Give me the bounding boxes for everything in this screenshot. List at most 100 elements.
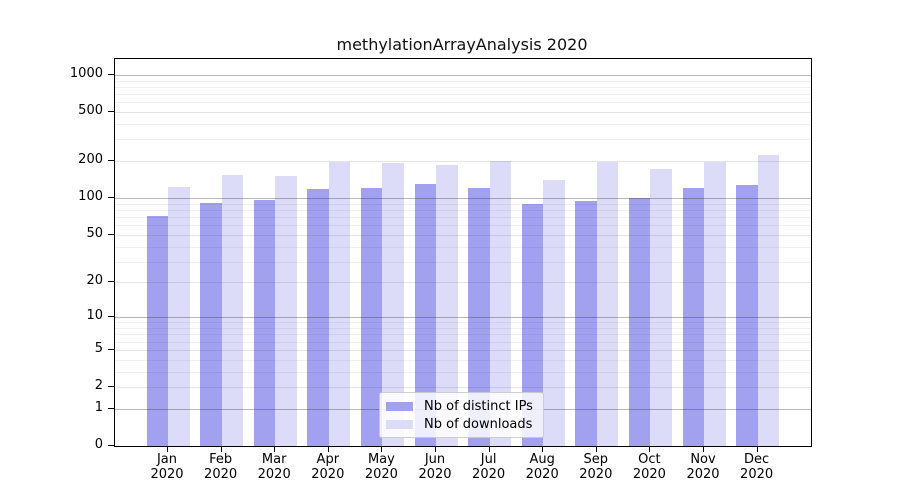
x-tick-label-jan: Jan 2020: [150, 452, 184, 482]
gridline-70: [115, 217, 811, 218]
bar-ips-aug: [521, 204, 544, 446]
y-tick-10: [108, 316, 114, 318]
gridline-60: [115, 225, 811, 227]
y-tick-200: [108, 160, 114, 162]
y-tick-label-100: 100: [78, 189, 103, 205]
bar-downloads-aug: [543, 180, 565, 446]
y-tick-1000: [108, 73, 114, 75]
x-tick-nov: [703, 446, 704, 452]
y-tick-20: [108, 281, 114, 283]
x-tick-jun: [435, 446, 436, 452]
bar-ips-may: [360, 187, 383, 446]
x-tick-feb: [220, 446, 222, 452]
gridline-40: [115, 246, 811, 248]
bar-ips-mar: [253, 199, 276, 446]
gridline-80: [115, 209, 811, 211]
gridline-900: [115, 80, 811, 82]
x-tick-label-mar: Mar 2020: [257, 452, 291, 482]
x-tick-aug: [542, 446, 544, 452]
y-tick-label-1000: 1000: [69, 65, 103, 81]
gridline-7: [115, 334, 811, 336]
gridline-6: [115, 341, 811, 343]
gridline-1000: [115, 74, 811, 76]
bar-downloads-apr: [328, 162, 351, 446]
gridline-9: [115, 322, 811, 324]
y-tick-2: [108, 386, 114, 387]
bar-ips-sep: [575, 201, 597, 446]
x-tick-label-aug: Aug 2020: [525, 452, 559, 482]
gridline-5: [115, 349, 811, 351]
gridline-600: [115, 102, 811, 104]
y-tick-label-1: 1: [94, 399, 103, 415]
legend-swatch-distinct-ips: [386, 401, 413, 411]
bar-ips-jan: [146, 216, 168, 446]
y-tick-0: [108, 445, 114, 446]
x-tick-may: [381, 446, 383, 452]
x-tick-label-nov: Nov 2020: [686, 452, 720, 482]
gridline-20: [115, 282, 811, 284]
legend-swatch-downloads: [386, 419, 413, 429]
bar-ips-feb: [200, 202, 222, 446]
bar-ips-oct: [628, 197, 651, 446]
gridline-400: [115, 124, 811, 125]
y-tick-50: [108, 233, 114, 235]
x-tick-jan: [167, 446, 168, 452]
x-tick-label-jun: Jun 2020: [418, 452, 452, 482]
gridline-90: [115, 203, 811, 205]
bar-downloads-feb: [221, 175, 244, 446]
gridline-800: [115, 86, 811, 88]
x-tick-label-sep: Sep 2020: [579, 452, 613, 482]
bar-downloads-mar: [275, 176, 297, 446]
bar-ips-dec: [736, 184, 758, 446]
legend-entry-distinct-ips: Nb of distinct IPs: [386, 397, 533, 415]
legend: Nb of distinct IPs Nb of downloads: [379, 392, 544, 438]
gridline-30: [115, 261, 811, 263]
x-tick-dec: [756, 446, 758, 452]
bar-ips-apr: [307, 188, 329, 446]
plot-area: Nb of distinct IPs Nb of downloads: [114, 58, 812, 447]
bar-ips-jul: [468, 187, 490, 446]
bar-ips-nov: [682, 188, 704, 446]
y-tick-100: [108, 197, 114, 199]
gridline-100: [115, 198, 811, 200]
legend-label-downloads: Nb of downloads: [424, 416, 533, 432]
y-tick-label-500: 500: [78, 103, 103, 118]
gridline-8: [115, 328, 811, 329]
gridline-200: [115, 161, 811, 163]
y-tick-500: [108, 111, 114, 112]
y-tick-label-0: 0: [94, 437, 103, 452]
gridline-3: [115, 371, 811, 373]
gridline-50: [115, 234, 811, 236]
x-tick-label-may: May 2020: [364, 452, 398, 482]
gridline-300: [115, 139, 811, 141]
y-tick-label-2: 2: [94, 378, 103, 393]
x-tick-sep: [595, 446, 597, 452]
x-tick-label-oct: Oct 2020: [632, 452, 666, 482]
bar-downloads-nov: [704, 162, 726, 446]
y-tick-label-20: 20: [86, 273, 103, 289]
x-tick-label-dec: Dec 2020: [740, 452, 774, 482]
gridline-500: [115, 112, 811, 113]
bar-downloads-jan: [168, 187, 190, 446]
y-tick-label-50: 50: [86, 225, 103, 241]
gridline-700: [115, 94, 811, 95]
y-tick-1: [108, 407, 114, 409]
bar-ips-jun: [414, 184, 436, 446]
bar-downloads-jul: [489, 161, 512, 446]
chart-title: methylationArrayAnalysis 2020: [336, 35, 588, 54]
bar-downloads-jun: [436, 164, 458, 446]
x-tick-apr: [327, 446, 329, 452]
bar-downloads-oct: [650, 169, 672, 446]
bar-downloads-may: [382, 163, 404, 446]
y-tick-label-5: 5: [94, 340, 103, 356]
x-tick-label-feb: Feb 2020: [204, 452, 238, 482]
y-tick-label-10: 10: [86, 308, 103, 324]
gridline-4: [115, 359, 811, 361]
legend-entry-downloads: Nb of downloads: [386, 415, 533, 433]
x-tick-oct: [649, 446, 651, 452]
bar-downloads-sep: [596, 162, 619, 446]
bar-downloads-dec: [757, 154, 780, 446]
legend-label-distinct-ips: Nb of distinct IPs: [424, 398, 533, 414]
x-tick-mar: [274, 446, 276, 452]
